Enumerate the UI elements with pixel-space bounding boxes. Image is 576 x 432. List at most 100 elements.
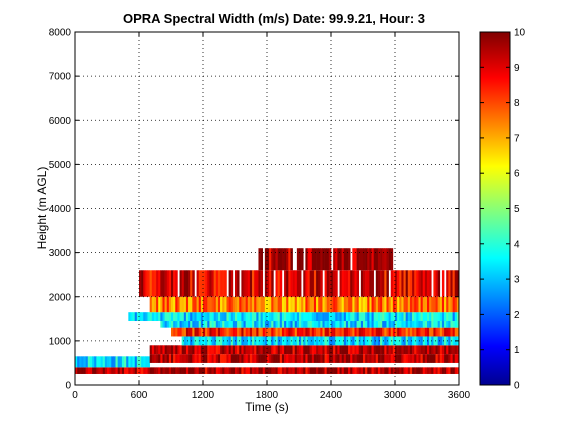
heatmap-cell bbox=[279, 354, 283, 363]
heatmap-cell bbox=[185, 296, 189, 313]
heatmap-cell bbox=[437, 345, 441, 355]
heatmap-cell bbox=[290, 321, 293, 328]
heatmap-cell bbox=[311, 345, 315, 355]
heatmap-cell bbox=[384, 321, 387, 328]
heatmap-cell bbox=[239, 327, 242, 337]
heatmap-cell bbox=[412, 336, 415, 346]
heatmap-cell bbox=[401, 336, 404, 346]
heatmap-cell bbox=[281, 354, 285, 363]
heatmap-cell bbox=[230, 321, 234, 328]
heatmap-cell bbox=[132, 367, 136, 374]
y-tick-label: 0 bbox=[65, 381, 71, 392]
heatmap-cell bbox=[448, 270, 451, 297]
heatmap-cell bbox=[164, 296, 168, 313]
heatmap-cell bbox=[380, 312, 383, 322]
heatmap-cell bbox=[299, 354, 302, 363]
heatmap-cell bbox=[392, 367, 396, 374]
heatmap-cell bbox=[435, 327, 438, 337]
heatmap-cell bbox=[147, 312, 150, 322]
heatmap-cell bbox=[345, 312, 349, 322]
heatmap-cell bbox=[188, 367, 191, 374]
heatmap-cell bbox=[164, 270, 168, 297]
heatmap-cell bbox=[262, 296, 266, 313]
heatmap-cell bbox=[160, 367, 163, 374]
heatmap-cell bbox=[333, 345, 336, 355]
heatmap-cell bbox=[166, 270, 170, 297]
heatmap-cell bbox=[350, 296, 353, 313]
heatmap-cell bbox=[307, 345, 310, 355]
heatmap-cell bbox=[117, 356, 121, 368]
heatmap-cell bbox=[237, 296, 240, 313]
heatmap-cell bbox=[435, 354, 438, 363]
heatmap-cell bbox=[275, 296, 278, 313]
heatmap-cell bbox=[205, 336, 208, 346]
heatmap-cell bbox=[151, 367, 155, 374]
heatmap-cell bbox=[77, 367, 80, 374]
heatmap-cell bbox=[288, 296, 291, 313]
heatmap-cell bbox=[343, 321, 347, 328]
heatmap-cell bbox=[162, 354, 165, 363]
heatmap-cell bbox=[275, 248, 278, 271]
heatmap-cell bbox=[437, 354, 441, 363]
heatmap-cell bbox=[222, 296, 225, 313]
heatmap-cell bbox=[203, 336, 206, 346]
heatmap-cell bbox=[273, 367, 276, 374]
heatmap-cell bbox=[360, 248, 364, 271]
heatmap-cell bbox=[183, 354, 187, 363]
heatmap-cell bbox=[424, 296, 428, 313]
heatmap-cell bbox=[331, 354, 334, 363]
heatmap-cell bbox=[439, 367, 443, 374]
heatmap-cell bbox=[290, 312, 293, 322]
heatmap-cell bbox=[190, 327, 193, 337]
heatmap-cell bbox=[444, 345, 447, 355]
heatmap-cell bbox=[271, 367, 274, 374]
heatmap-cell bbox=[290, 367, 293, 374]
heatmap-cell bbox=[200, 321, 204, 328]
heatmap-cell bbox=[228, 312, 232, 322]
heatmap-cell bbox=[350, 327, 353, 337]
heatmap-cell bbox=[158, 296, 161, 313]
heatmap-cell bbox=[239, 312, 242, 322]
heatmap-cell bbox=[318, 321, 321, 328]
heatmap-cell bbox=[401, 296, 404, 313]
heatmap-cell bbox=[243, 354, 246, 363]
heatmap-cell bbox=[424, 345, 428, 355]
heatmap-cell bbox=[303, 336, 306, 346]
heatmap-cell bbox=[354, 312, 357, 322]
heatmap-cell bbox=[301, 312, 304, 322]
heatmap-cell bbox=[333, 270, 336, 297]
heatmap-cell bbox=[311, 312, 315, 322]
heatmap-cell bbox=[220, 345, 223, 355]
heatmap-cell bbox=[203, 312, 206, 322]
heatmap-cell bbox=[211, 296, 214, 313]
heatmap-cell bbox=[309, 354, 313, 363]
heatmap-cell bbox=[215, 336, 219, 346]
heatmap-cell bbox=[345, 354, 349, 363]
heatmap-cell bbox=[271, 312, 274, 322]
heatmap-cell bbox=[339, 312, 342, 322]
heatmap-cell bbox=[422, 367, 426, 374]
heatmap-cell bbox=[194, 327, 197, 337]
heatmap-cell bbox=[173, 345, 176, 355]
heatmap-cell bbox=[173, 312, 176, 322]
heatmap-cell bbox=[343, 345, 347, 355]
heatmap-cell bbox=[356, 312, 360, 322]
heatmap-cell bbox=[286, 354, 289, 363]
heatmap-cell bbox=[160, 321, 163, 328]
heatmap-cell bbox=[284, 270, 287, 297]
heatmap-cell bbox=[313, 248, 317, 271]
heatmap-cell bbox=[358, 327, 362, 337]
heatmap-cell bbox=[296, 354, 300, 363]
heatmap-cell bbox=[313, 327, 317, 337]
heatmap-cell bbox=[395, 354, 398, 363]
heatmap-cell bbox=[226, 345, 229, 355]
heatmap-cell bbox=[205, 327, 208, 337]
heatmap-cell bbox=[401, 345, 404, 355]
heatmap-cell bbox=[311, 367, 315, 374]
heatmap-cell bbox=[318, 312, 321, 322]
heatmap-cell bbox=[294, 270, 298, 297]
heatmap-cell bbox=[437, 312, 441, 322]
heatmap-cell bbox=[275, 336, 278, 346]
heatmap-cell bbox=[260, 296, 264, 313]
heatmap-cell bbox=[211, 367, 214, 374]
